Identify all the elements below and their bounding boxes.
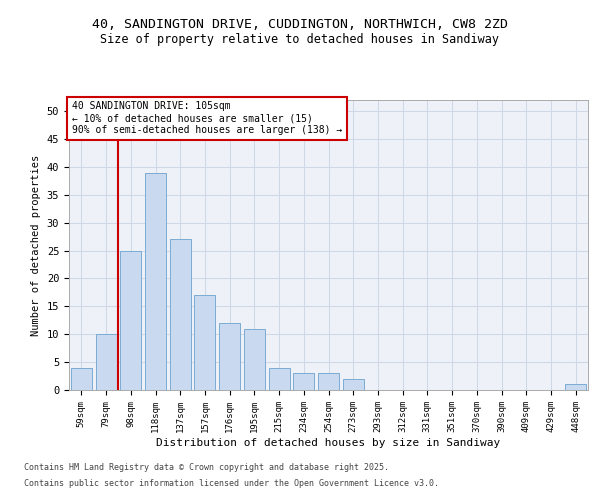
Text: 40, SANDINGTON DRIVE, CUDDINGTON, NORTHWICH, CW8 2ZD: 40, SANDINGTON DRIVE, CUDDINGTON, NORTHW… bbox=[92, 18, 508, 30]
Bar bbox=[343, 379, 364, 390]
Bar bbox=[145, 172, 166, 390]
Bar bbox=[244, 328, 265, 390]
Bar bbox=[318, 374, 339, 390]
Text: Contains public sector information licensed under the Open Government Licence v3: Contains public sector information licen… bbox=[24, 478, 439, 488]
Bar bbox=[120, 250, 141, 390]
Bar bbox=[71, 368, 92, 390]
Bar bbox=[293, 374, 314, 390]
Y-axis label: Number of detached properties: Number of detached properties bbox=[31, 154, 41, 336]
Bar bbox=[170, 240, 191, 390]
X-axis label: Distribution of detached houses by size in Sandiway: Distribution of detached houses by size … bbox=[157, 438, 500, 448]
Text: Size of property relative to detached houses in Sandiway: Size of property relative to detached ho… bbox=[101, 32, 499, 46]
Bar bbox=[565, 384, 586, 390]
Bar bbox=[219, 323, 240, 390]
Bar bbox=[95, 334, 116, 390]
Bar bbox=[269, 368, 290, 390]
Text: 40 SANDINGTON DRIVE: 105sqm
← 10% of detached houses are smaller (15)
90% of sem: 40 SANDINGTON DRIVE: 105sqm ← 10% of det… bbox=[71, 102, 342, 134]
Text: Contains HM Land Registry data © Crown copyright and database right 2025.: Contains HM Land Registry data © Crown c… bbox=[24, 464, 389, 472]
Bar bbox=[194, 295, 215, 390]
